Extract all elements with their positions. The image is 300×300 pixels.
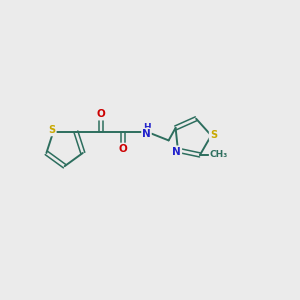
Text: CH₃: CH₃ xyxy=(210,150,228,159)
Text: H: H xyxy=(143,123,150,132)
Text: O: O xyxy=(118,144,127,154)
Text: O: O xyxy=(97,109,105,119)
Text: S: S xyxy=(48,125,56,135)
Text: N: N xyxy=(142,129,151,139)
Text: N: N xyxy=(172,147,181,157)
Text: S: S xyxy=(210,130,217,140)
